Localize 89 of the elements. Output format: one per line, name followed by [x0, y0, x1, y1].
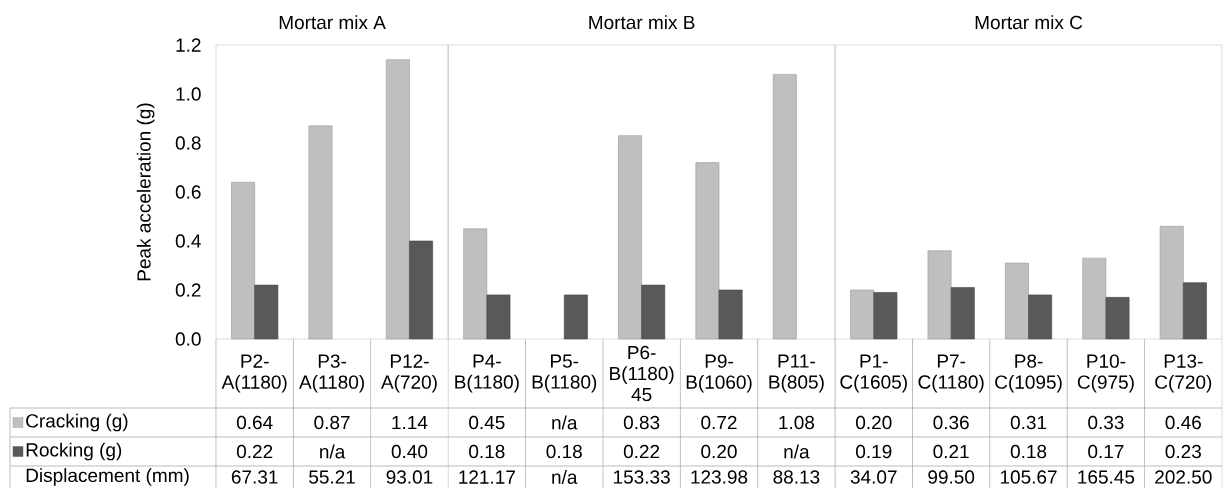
text: n/a — [320, 444, 346, 459]
y-tick-label: 1.2 — [176, 38, 201, 52]
text: Mortar mix C — [975, 15, 1083, 30]
bar — [1183, 282, 1207, 340]
y-tick-label: 0.6 — [175, 185, 201, 199]
data-label: 0.31 — [1010, 415, 1047, 430]
text: Mortar mix A — [279, 15, 386, 30]
x-tick-label: P4-B(1180) — [455, 354, 519, 393]
y-axis-title: Peak acceleration (g) — [136, 103, 155, 281]
bar — [1028, 294, 1053, 340]
text: 88.13 — [773, 470, 820, 484]
bar — [409, 240, 433, 340]
x-tick-label: P9-B(1060) — [686, 354, 752, 393]
bar — [385, 59, 410, 340]
bar — [1082, 257, 1107, 340]
text: 123.98 — [691, 470, 748, 484]
text: 153.33 — [614, 470, 670, 484]
text: n/a — [552, 415, 578, 430]
bar — [927, 250, 952, 340]
legend-label: Rocking (g) — [26, 442, 122, 461]
data-label: 0.72 — [701, 415, 737, 430]
y-tick-label: 0.0 — [175, 332, 201, 346]
y-tick-label: 0.8 — [175, 136, 201, 150]
x-tick-label: P7-C(1180) — [918, 354, 984, 393]
text: n/a — [552, 470, 578, 484]
bar — [563, 294, 588, 340]
x-tick-label: P8-C(1095) — [995, 354, 1062, 393]
bar — [1105, 297, 1130, 340]
bar — [695, 162, 720, 340]
text: 99.50 — [928, 470, 975, 484]
data-label: 0.23 — [1165, 444, 1201, 459]
data-label: 0.83 — [623, 415, 660, 430]
x-tick-label: P10-C(975) — [1077, 354, 1134, 393]
data-label: 0.17 — [1088, 444, 1124, 459]
text: Mortar mix B — [589, 15, 695, 30]
text: 202.50 — [1155, 470, 1212, 484]
data-label: 0.18 — [1010, 444, 1047, 459]
bar — [231, 181, 255, 340]
data-label: 0.87 — [314, 415, 350, 430]
data-label: 0.64 — [236, 415, 273, 430]
y-tick-label: 0.2 — [175, 283, 201, 297]
data-label: 0.33 — [1088, 415, 1124, 430]
bar — [873, 292, 898, 340]
data-label: 0.22 — [623, 444, 660, 459]
data-label: 0.22 — [236, 444, 273, 459]
x-tick-label: P6-B(1180) 45 — [610, 345, 674, 402]
text: n/a — [784, 444, 810, 459]
data-label: 0.19 — [856, 444, 892, 459]
data-label: 0.20 — [701, 444, 737, 459]
bar — [641, 284, 666, 340]
bar — [718, 289, 743, 340]
text: 55.21 — [309, 470, 355, 484]
text: 121.17 — [459, 470, 515, 484]
bar — [772, 74, 797, 340]
text: 165.45 — [1078, 470, 1135, 484]
bar — [618, 135, 642, 340]
text: Displacement (mm) — [26, 468, 189, 486]
y-tick-label: 0.4 — [175, 234, 201, 248]
bar — [254, 284, 279, 340]
bar — [463, 228, 488, 340]
bar — [850, 289, 875, 340]
x-tick-label: P5-B(1180) — [532, 354, 597, 393]
x-tick-label: P12-A(720) — [380, 354, 437, 393]
data-label: 0.21 — [933, 444, 969, 459]
data-label: 0.18 — [546, 444, 582, 459]
legend-label: Cracking (g) — [26, 413, 128, 432]
data-label: 0.20 — [856, 415, 892, 430]
data-label: 0.18 — [469, 444, 505, 459]
text: 105.67 — [1000, 470, 1057, 484]
data-label: 0.36 — [933, 415, 969, 430]
x-tick-label: P11-B(805) — [769, 354, 824, 393]
y-tick-label: 1.0 — [176, 87, 201, 101]
bar — [486, 294, 511, 340]
data-label: 0.45 — [469, 415, 505, 430]
x-tick-label: P13-C(720) — [1155, 354, 1212, 393]
bar — [950, 287, 975, 340]
text: 34.07 — [850, 470, 897, 484]
x-tick-label: P3-A(1180) — [299, 354, 364, 393]
text: 93.01 — [386, 470, 433, 484]
bar — [1159, 226, 1184, 340]
x-tick-label: P1-C(1605) — [840, 354, 907, 393]
data-label: 1.14 — [392, 415, 428, 430]
bar — [308, 125, 333, 340]
data-label: 1.08 — [779, 415, 815, 430]
bar — [1005, 262, 1029, 340]
data-label: 0.40 — [391, 444, 428, 459]
data-label: 0.46 — [1165, 415, 1201, 430]
x-tick-label: P2-A(1180) — [221, 354, 287, 393]
text: 67.31 — [231, 470, 278, 484]
